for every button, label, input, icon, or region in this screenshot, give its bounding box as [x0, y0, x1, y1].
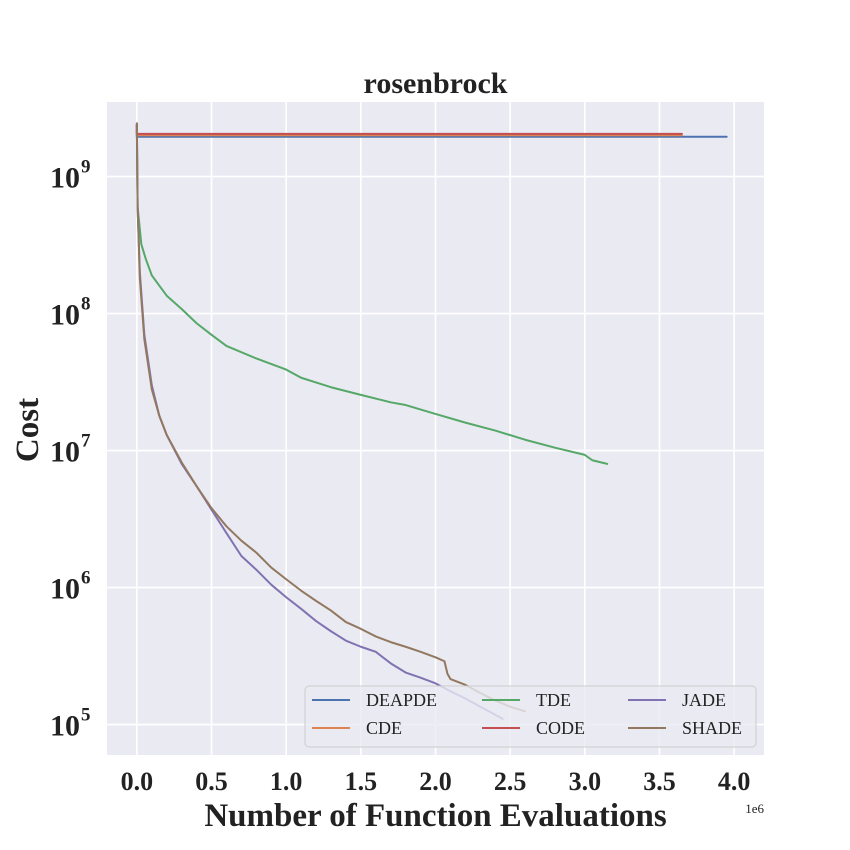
x-tick-label: 2.5 [494, 767, 527, 796]
x-offset-label: 1e6 [745, 801, 764, 816]
x-tick-label: 3.5 [643, 767, 676, 796]
y-tick-exponent: 9 [81, 157, 91, 178]
x-axis-label: Number of Function Evaluations [204, 798, 667, 834]
legend-label-tde: TDE [536, 690, 571, 710]
y-axis-label: Cost [10, 398, 46, 462]
y-tick-exponent: 6 [81, 568, 91, 589]
x-tick-label: 1.5 [345, 767, 378, 796]
y-tick-exponent: 8 [81, 294, 91, 315]
y-tick-label: 10 [50, 710, 80, 743]
legend-label-cde: CDE [366, 718, 402, 738]
y-tick-exponent: 5 [81, 705, 91, 726]
legend-box [304, 685, 757, 748]
y-tick-label: 10 [50, 436, 80, 469]
x-tick-labels: 0.0 0.5 1.0 1.5 2.0 2.5 3.0 3.5 4.0 [121, 767, 751, 796]
y-tick-label: 10 [50, 573, 80, 606]
y-tick-exponent: 7 [81, 431, 91, 452]
x-tick-label: 2.0 [419, 767, 452, 796]
series-line-shade [135, 122, 527, 713]
series-layer [135, 122, 728, 720]
y-tick-label: 10 [50, 162, 80, 195]
legend-label-deapde: DEAPDE [366, 690, 437, 710]
legend-label-shade: SHADE [682, 718, 742, 738]
x-tick-label: 0.0 [121, 767, 154, 796]
y-tick-label: 10 [50, 299, 80, 332]
x-tick-label: 4.0 [718, 767, 751, 796]
x-tick-label: 3.0 [569, 767, 602, 796]
series-line-tde [135, 128, 609, 465]
legend: DEAPDE CDE TDE CODE JADE SHADE [304, 685, 757, 748]
chart-title: rosenbrock [364, 67, 508, 100]
x-tick-label: 0.5 [195, 767, 228, 796]
legend-label-jade: JADE [682, 690, 726, 710]
legend-label-code: CODE [536, 718, 585, 738]
x-tick-label: 1.0 [270, 767, 303, 796]
grid [107, 102, 764, 755]
